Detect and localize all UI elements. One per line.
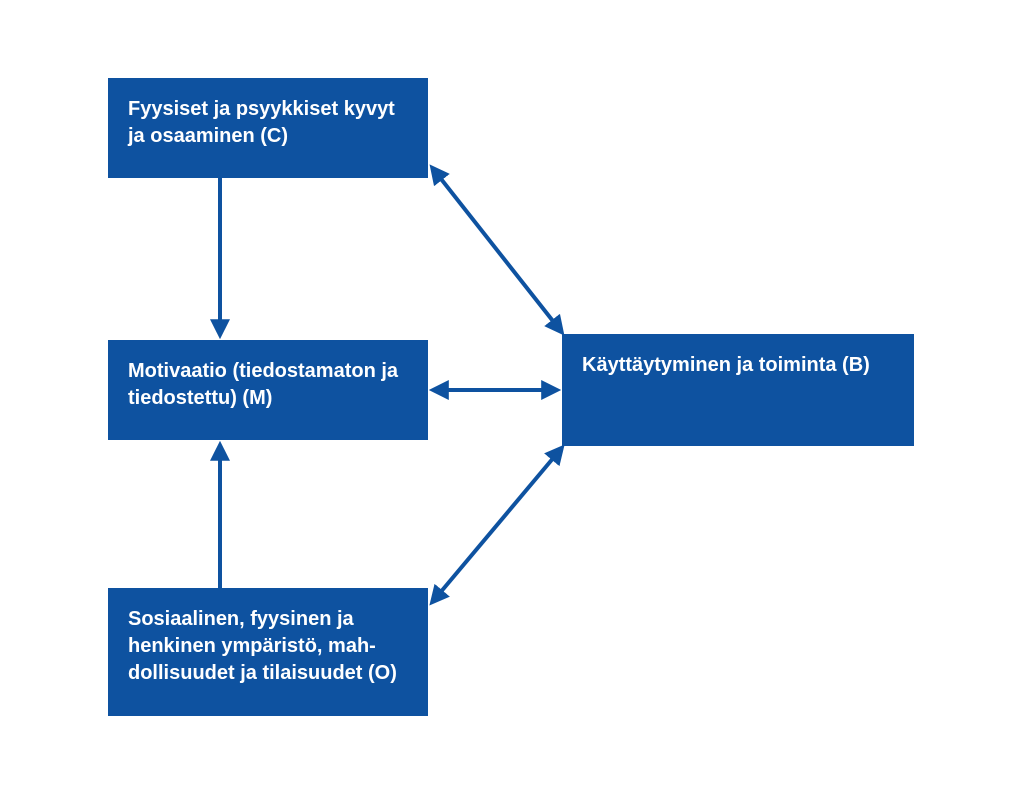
node-box-o: Sosiaalinen, fyysinen ja henkinen ympäri… (108, 588, 428, 716)
edge-o-to-b (434, 450, 560, 600)
node-box-b: Käyttäytyminen ja toiminta (B) (562, 334, 914, 446)
node-box-c: Fyysiset ja psyykkiset kyvyt ja osaamine… (108, 78, 428, 178)
node-box-m: Motivaatio (tiedostamaton ja tiedostettu… (108, 340, 428, 440)
edge-c-to-b (434, 170, 560, 330)
